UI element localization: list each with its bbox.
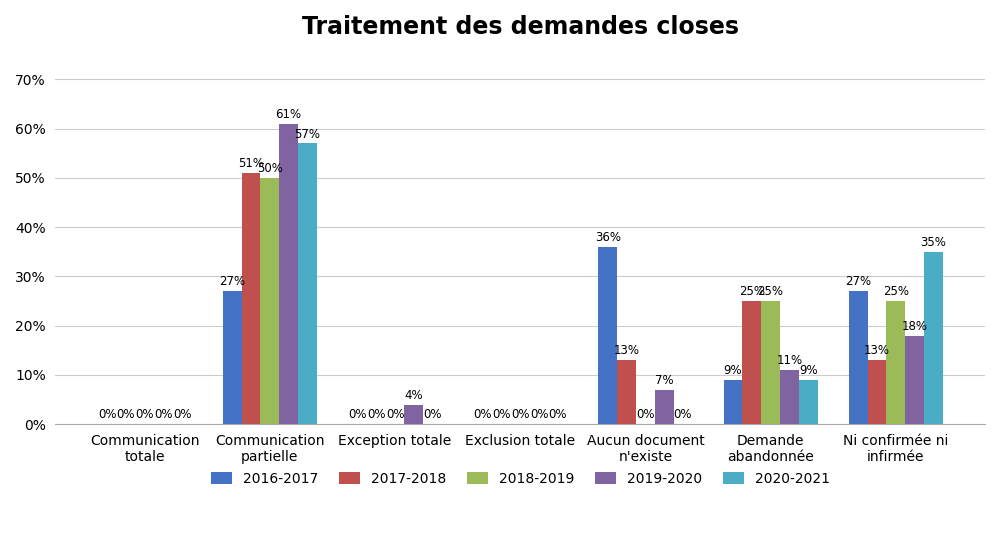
Text: 25%: 25% — [883, 285, 909, 298]
Bar — [279, 124, 298, 424]
Text: 25%: 25% — [739, 285, 765, 298]
Text: 25%: 25% — [758, 285, 784, 298]
Text: 0%: 0% — [348, 408, 367, 421]
Text: 7%: 7% — [655, 374, 674, 387]
Text: 18%: 18% — [902, 320, 928, 333]
Text: 0%: 0% — [386, 408, 404, 421]
Text: 0%: 0% — [530, 408, 548, 421]
Bar — [260, 178, 279, 424]
Text: 57%: 57% — [294, 128, 320, 141]
Bar — [724, 380, 742, 424]
Text: 50%: 50% — [257, 162, 283, 175]
Text: 0%: 0% — [473, 408, 492, 421]
Text: 0%: 0% — [367, 408, 386, 421]
Text: 0%: 0% — [636, 408, 655, 421]
Text: 9%: 9% — [799, 364, 817, 377]
Text: 0%: 0% — [98, 408, 116, 421]
Text: 9%: 9% — [724, 364, 742, 377]
Text: 61%: 61% — [276, 108, 302, 121]
Bar — [799, 380, 818, 424]
Bar — [223, 292, 242, 424]
Text: 0%: 0% — [135, 408, 154, 421]
Bar — [905, 336, 924, 424]
Text: 0%: 0% — [492, 408, 511, 421]
Bar — [924, 252, 943, 424]
Bar — [849, 292, 868, 424]
Bar — [655, 390, 674, 424]
Bar — [742, 301, 761, 424]
Text: 0%: 0% — [117, 408, 135, 421]
Text: 36%: 36% — [595, 231, 621, 244]
Bar — [242, 173, 260, 424]
Text: 27%: 27% — [219, 276, 245, 288]
Text: 4%: 4% — [405, 389, 423, 402]
Bar — [598, 247, 617, 424]
Bar — [404, 405, 423, 424]
Text: 0%: 0% — [423, 408, 442, 421]
Title: Traitement des demandes closes: Traitement des demandes closes — [302, 15, 739, 39]
Bar — [868, 360, 886, 424]
Bar — [298, 144, 317, 424]
Text: 0%: 0% — [154, 408, 173, 421]
Text: 27%: 27% — [845, 276, 871, 288]
Legend: 2016-2017, 2017-2018, 2018-2019, 2019-2020, 2020-2021: 2016-2017, 2017-2018, 2018-2019, 2019-20… — [205, 466, 835, 491]
Text: 0%: 0% — [173, 408, 191, 421]
Text: 11%: 11% — [776, 354, 802, 367]
Text: 51%: 51% — [238, 157, 264, 170]
Text: 35%: 35% — [920, 236, 946, 249]
Text: 0%: 0% — [549, 408, 567, 421]
Bar — [886, 301, 905, 424]
Text: 13%: 13% — [864, 344, 890, 358]
Bar — [761, 301, 780, 424]
Bar — [617, 360, 636, 424]
Text: 0%: 0% — [511, 408, 529, 421]
Text: 0%: 0% — [674, 408, 692, 421]
Bar — [780, 370, 799, 424]
Text: 13%: 13% — [614, 344, 640, 358]
